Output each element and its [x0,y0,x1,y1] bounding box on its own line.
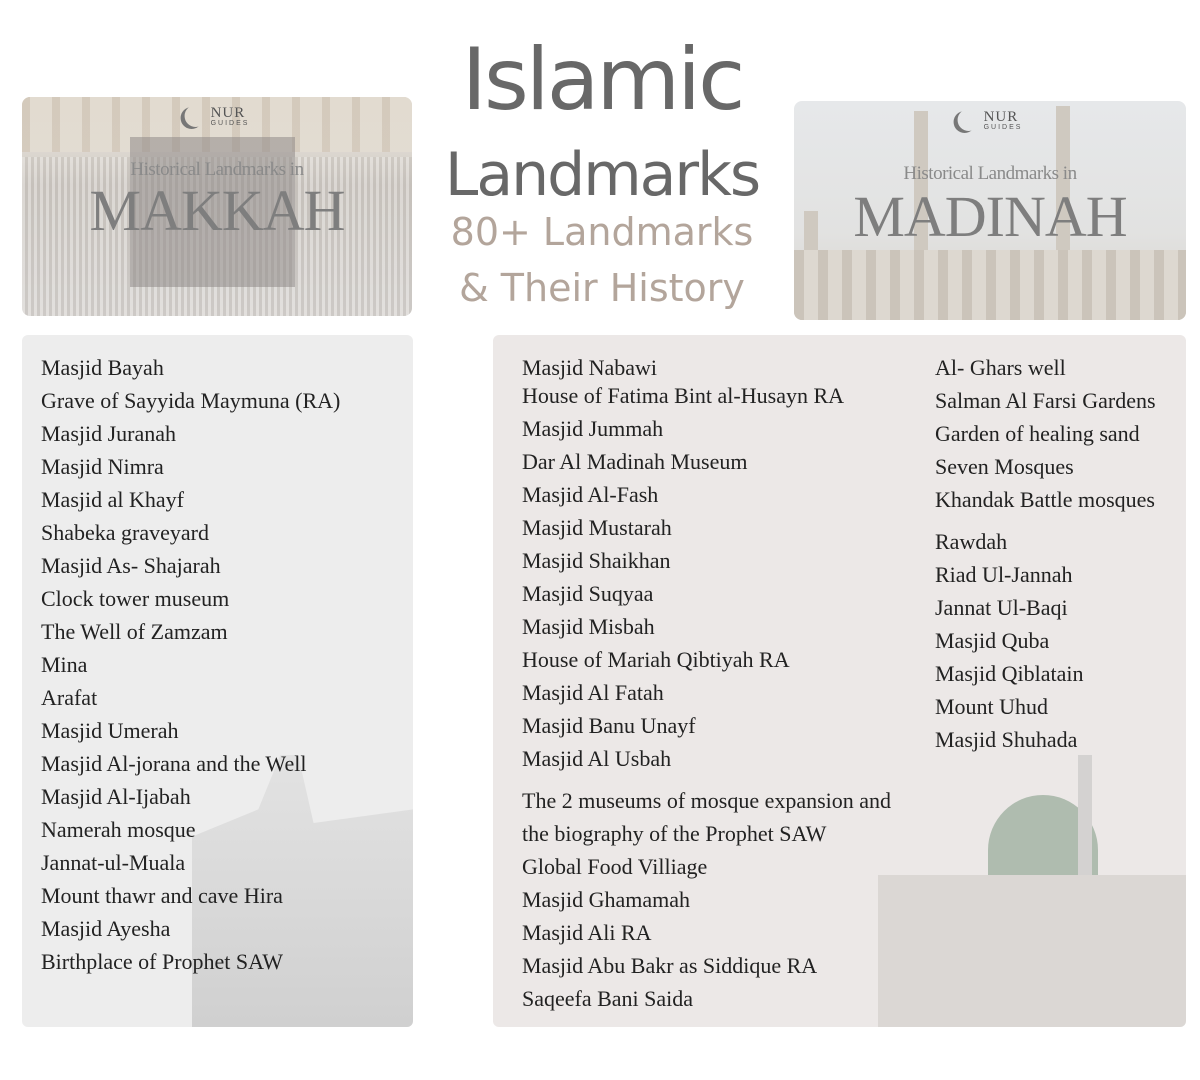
landmark-item: Masjid Mustarah [522,515,672,540]
landmark-item: Clock tower museum [41,586,230,611]
landmark-item: Masjid Quba [935,628,1050,653]
kaaba-image [130,137,295,287]
landmark-item: Jannat Ul-Baqi [935,595,1068,620]
landmark-item: Masjid Al-Ijabah [41,784,191,809]
landmark-item: Salman Al Farsi Gardens [935,388,1156,413]
landmark-item: Al- Ghars well [935,355,1066,380]
madinah-landmark-list-1: Masjid Nabawi House of Fatima Bint al-Hus… [522,351,912,1015]
landmark-item: Rawdah [935,529,1008,554]
landmark-item: Masjid Ghamamah [522,887,691,912]
subtitle-line2: & Their History [459,266,745,310]
landmark-item: Shabeka graveyard [41,520,209,545]
logo-text: NUR [983,108,1019,125]
landmark-item: Garden of healing sand [935,421,1140,446]
landmark-item: Riad Ul-Jannah [935,562,1073,587]
landmark-item: Masjid Shuhada [935,727,1078,752]
landmark-item: Masjid al Khayf [41,487,184,512]
landmark-item: Birthplace of Prophet SAW [41,949,284,974]
landmark-item: Masjid Juranah [41,421,177,446]
landmark-item: Masjid Ali RA [522,920,652,945]
logo-subtext: GUIDES [210,119,250,127]
madinah-landmark-list-2: Al- Ghars well Salman Al Farsi Gardens Gar… [935,351,1156,756]
landmark-item: Masjid Al Fatah [522,680,664,705]
landmark-item: Masjid Suqyaa [522,581,654,606]
logo-text: NUR [210,104,246,121]
landmark-item: Masjid Umerah [41,718,179,743]
landmark-item: Masjid Bayah [41,355,164,380]
landmark-item: Mount thawr and cave Hira [41,883,283,908]
landmark-item: Masjid Shaikhan [522,548,671,573]
banner-heading: Historical Landmarks in [130,159,304,180]
landmark-item: House of Mariah Qibtiyah RA [522,647,790,672]
crescent-icon [958,109,980,131]
green-dome-image [878,755,1186,1027]
landmark-item: The Well of Zamzam [41,619,228,644]
subtitle: 80+ Landmarks [450,210,754,254]
landmark-item: Masjid Nimra [41,454,164,479]
page-title-line2: Landmarks [444,140,761,210]
landmark-item: Mina [41,652,88,677]
madinah-banner: NUR GUIDES Historical Landmarks in MADINA… [794,101,1186,320]
landmark-item: Masjid Banu Unayf [522,713,696,738]
landmark-item: Masjid Nabawi [522,355,658,380]
landmark-item: Arafat [41,685,98,710]
landmark-item: Masjid As- Shajarah [41,553,221,578]
landmark-item: Masjid Al-Fash [522,482,659,507]
makkah-banner: NUR GUIDES Historical Landmarks in MAKKAH [22,97,412,316]
landmark-item: Grave of Sayyida Maymuna (RA) [41,388,341,413]
landmark-item: Seven Mosques [935,454,1074,479]
landmark-item: Global Food Villiage [522,854,708,879]
landmark-item: House of Fatima Bint al-Husayn RA [522,383,845,408]
banner-city: MADINAH [853,184,1127,249]
landmark-item: Masjid Al Usbah [522,746,672,771]
crescent-icon [185,105,207,127]
makkah-landmark-list: Masjid Bayah Grave of Sayyida Maymuna (RA… [41,351,340,978]
nur-guides-logo: NUR GUIDES [958,109,1023,131]
landmark-item: Jannat-ul-Muala [41,850,186,875]
landmark-item: Mount Uhud [935,694,1049,719]
landmark-item: Saqeefa Bani Saida [522,986,694,1011]
landmark-item: Masjid Jummah [522,416,664,441]
madinah-landmarks-card: Masjid Nabawi House of Fatima Bint al-Hus… [493,335,1186,1027]
landmark-item: Masjid Al-jorana and the Well [41,751,307,776]
nur-guides-logo: NUR GUIDES [185,105,250,127]
landmark-item: Masjid Abu Bakr as Siddique RA [522,953,818,978]
landmark-item: Masjid Ayesha [41,916,171,941]
page-title: Islamic [461,30,746,130]
landmark-item: The 2 museums of mosque expansion and th… [522,788,892,846]
landmark-item: Dar Al Madinah Museum [522,449,748,474]
banner-heading: Historical Landmarks in [903,163,1077,184]
landmark-item: Masjid Qiblatain [935,661,1084,686]
landmark-item: Khandak Battle mosques [935,487,1155,512]
logo-subtext: GUIDES [983,123,1023,131]
landmark-item: Namerah mosque [41,817,196,842]
landmark-item: Masjid Misbah [522,614,655,639]
mosque-building-image [794,250,1186,320]
makkah-landmarks-card: Masjid Bayah Grave of Sayyida Maymuna (RA… [22,335,413,1027]
banner-city: MAKKAH [89,178,346,243]
